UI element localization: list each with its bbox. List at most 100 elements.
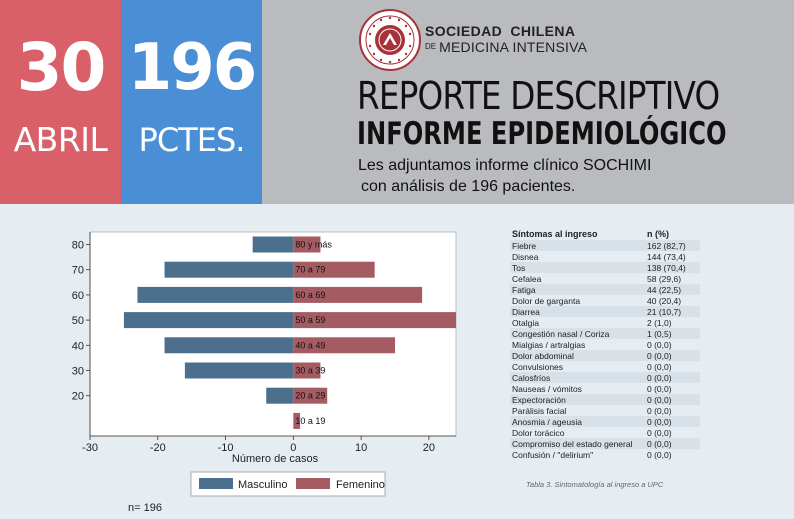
age-group-label: 40 a 49	[295, 340, 325, 350]
symptom-count: 0 (0,0)	[647, 427, 672, 438]
table-caption: Tabla 3. Sintomatología al ingreso a UPC	[526, 480, 664, 489]
age-group-label: 30 a 39	[295, 366, 325, 376]
symptom-name: Fatiga	[512, 284, 536, 295]
symptom-name: Congestión nasal / Coriza	[512, 328, 610, 339]
bar-masculino	[123, 312, 294, 329]
bar-femenino	[293, 337, 395, 354]
age-group-label: 70 a 79	[295, 265, 325, 275]
symptom-count: 40 (20,4)	[647, 295, 682, 306]
age-group-label: 10 a 19	[295, 416, 325, 426]
society-name-line1: SOCIEDAD CHILENA	[425, 23, 576, 39]
date-tile: 30 ABRIL	[0, 0, 121, 204]
x-tick-label: 20	[423, 442, 435, 454]
bar-masculino	[266, 387, 294, 404]
bar-masculino	[252, 236, 294, 253]
patients-number: 196	[127, 31, 258, 105]
table-row: Dolor de garganta 40 (20,4)	[510, 295, 700, 306]
age-group-label: 50 a 59	[295, 315, 325, 325]
symptom-name: Dolor torácico	[512, 427, 565, 438]
legend-label-femenino: Femenino	[336, 479, 385, 491]
date-month: ABRIL	[13, 120, 108, 159]
table-row: Cefalea 58 (29,6)	[510, 273, 700, 284]
x-tick-label: -20	[150, 442, 166, 454]
table-row: Mialgias / artralgias 0 (0,0)	[510, 339, 700, 350]
symptom-name: Compromiso del estado general	[512, 438, 633, 449]
symptom-count: 0 (0,0)	[647, 438, 672, 449]
bar-masculino	[137, 286, 294, 303]
bar-masculino	[184, 362, 294, 379]
header-banner: 30 ABRIL 196 PCTES. SOCIEDAD CHILENA DE M…	[0, 0, 794, 204]
society-name-specialty: MEDICINA INTENSIVA	[439, 39, 588, 55]
age-sex-pyramid-chart: 80 y más 70 a 79 60 a 69 50 a 59 40 a 49 30 a…	[72, 231, 457, 514]
bar-femenino	[293, 362, 321, 379]
table-row: Otalgia 2 (1,0)	[510, 317, 700, 328]
age-group-label: 60 a 69	[295, 290, 325, 300]
report-description-line2: con análisis de 196 pacientes.	[361, 178, 576, 195]
bar-femenino	[293, 387, 328, 404]
symptom-name: Diarrea	[512, 306, 540, 317]
symptom-count: 0 (0,0)	[647, 416, 672, 427]
symptom-count: 144 (73,4)	[647, 251, 686, 262]
bar-femenino	[293, 312, 456, 329]
symptom-name: Fiebre	[512, 240, 537, 251]
table-row: Congestión nasal / Coriza 1 (0,5)	[510, 328, 700, 339]
symptom-count: 1 (0,5)	[647, 328, 672, 339]
symptom-name: Cefalea	[512, 273, 542, 284]
title-area: SOCIEDAD CHILENA DE MEDICINA INTENSIVA RE…	[262, 0, 794, 204]
table-row: Compromiso del estado general 0 (0,0)	[510, 438, 700, 449]
symptom-name: Dolor abdominal	[512, 350, 574, 361]
age-group-label: 20 a 29	[295, 391, 325, 401]
society-name-de: DE	[425, 42, 437, 51]
symptom-name: Parálisis facial	[512, 405, 567, 416]
symptom-name: Otalgia	[512, 317, 539, 328]
table-row: Anosmia / ageusia 0 (0,0)	[510, 416, 700, 427]
symptom-count: 0 (0,0)	[647, 383, 672, 394]
x-tick-label: 10	[355, 442, 367, 454]
report-title: REPORTE DESCRIPTIVO	[357, 74, 720, 118]
symptom-count: 0 (0,0)	[647, 405, 672, 416]
table-row: Convulsiones 0 (0,0)	[510, 361, 700, 372]
content-panel: 80 y más 70 a 79 60 a 69 50 a 59 40 a 49 30 a…	[0, 204, 794, 519]
x-tick-label: -10	[218, 442, 234, 454]
table-header-count: n (%)	[647, 228, 669, 239]
symptoms-table: Síntomas al ingreso n (%) Fiebre 162 (82,…	[510, 227, 700, 460]
symptom-count: 162 (82,7)	[647, 240, 686, 251]
symptom-count: 44 (22,5)	[647, 284, 682, 295]
table-row: Confusión / "delirium" 0 (0,0)	[510, 449, 700, 460]
table-header-symptom: Síntomas al ingreso	[512, 228, 598, 239]
age-group-label: 80 y más	[295, 240, 332, 250]
sample-size-note: n= 196	[128, 502, 162, 514]
table-row: Diarrea 21 (10,7)	[510, 306, 700, 317]
x-tick-label: 0	[290, 442, 296, 454]
symptom-count: 58 (29,6)	[647, 273, 682, 284]
legend-swatch-masculino	[199, 478, 233, 489]
legend-swatch-femenino	[296, 478, 330, 489]
symptom-count: 0 (0,0)	[647, 350, 672, 361]
symptom-count: 21 (10,7)	[647, 306, 682, 317]
society-name-line2: DE MEDICINA INTENSIVA	[425, 39, 587, 57]
bar-femenino	[293, 236, 321, 253]
symptom-count: 0 (0,0)	[647, 449, 672, 460]
symptom-count: 0 (0,0)	[647, 394, 672, 405]
symptom-name: Confusión / "delirium"	[512, 449, 594, 460]
bar-femenino	[293, 261, 375, 278]
symptom-name: Mialgias / artralgias	[512, 339, 586, 350]
table-row: Dolor abdominal 0 (0,0)	[510, 350, 700, 361]
y-tick-label: 70	[72, 265, 84, 277]
table-row: Expectoración 0 (0,0)	[510, 394, 700, 405]
symptom-name: Dolor de garganta	[512, 295, 581, 306]
symptom-name: Expectoración	[512, 394, 566, 405]
table-row: Calosfríos 0 (0,0)	[510, 372, 700, 383]
table-row: Dolor torácico 0 (0,0)	[510, 427, 700, 438]
symptom-count: 0 (0,0)	[647, 372, 672, 383]
symptom-name: Anosmia / ageusia	[512, 416, 582, 427]
table-header: Síntomas al ingreso n (%)	[510, 227, 700, 240]
symptom-name: Convulsiones	[512, 361, 564, 372]
report-description: Les adjuntamos informe clínico SOCHIMI c…	[358, 155, 651, 197]
symptom-name: Nauseas / vómitos	[512, 383, 582, 394]
y-tick-label: 50	[72, 315, 84, 327]
y-tick-label: 20	[72, 391, 84, 403]
table-row: Tos 138 (70,4)	[510, 262, 700, 273]
table-row: Nauseas / vómitos 0 (0,0)	[510, 383, 700, 394]
symptom-count: 138 (70,4)	[647, 262, 686, 273]
